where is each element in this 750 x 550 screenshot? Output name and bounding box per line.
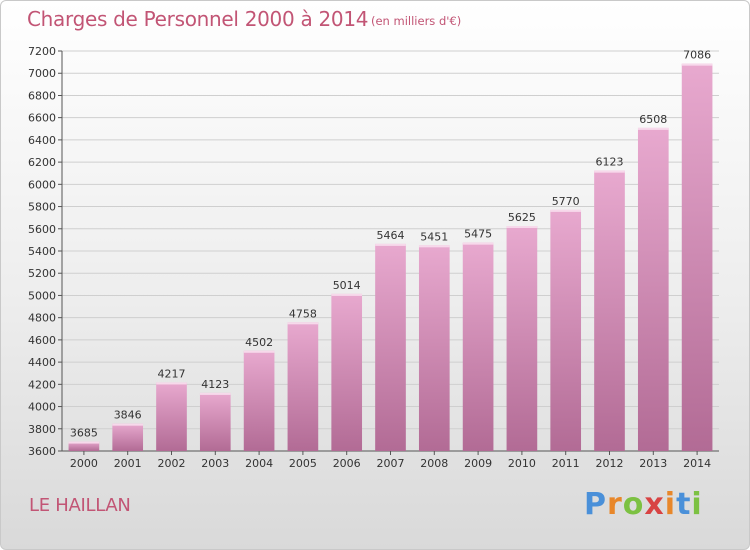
bar bbox=[156, 382, 187, 451]
y-tick-label: 3600 bbox=[28, 445, 56, 458]
bar bbox=[594, 170, 625, 451]
bar-value-label: 5451 bbox=[420, 230, 448, 243]
y-tick-label: 6000 bbox=[28, 178, 56, 191]
bar-value-label: 6123 bbox=[596, 156, 624, 169]
x-tick-label: 2009 bbox=[464, 457, 492, 470]
logo-letter: i bbox=[664, 487, 677, 522]
labels: 3685 2000 3846 2001 4217 2002 4123 2003 4502 2004… bbox=[70, 49, 711, 470]
x-tick-label: 2013 bbox=[639, 457, 667, 470]
bar-highlight bbox=[462, 242, 494, 245]
x-tick-label: 2000 bbox=[70, 457, 98, 470]
bar bbox=[243, 350, 275, 451]
x-tick-label: 2011 bbox=[552, 457, 580, 470]
x-tick-label: 2014 bbox=[683, 457, 711, 470]
bar-value-label: 7086 bbox=[683, 49, 711, 62]
bar-highlight bbox=[681, 63, 713, 66]
bar bbox=[550, 209, 582, 451]
x-tick-label: 2004 bbox=[245, 457, 273, 470]
x-tick-label: 2010 bbox=[508, 457, 536, 470]
bar-highlight bbox=[550, 209, 582, 212]
bar-value-label: 5014 bbox=[333, 279, 361, 292]
y-tick-label: 4200 bbox=[28, 378, 56, 391]
logo-letter: r bbox=[607, 487, 623, 522]
y-tick-label: 6600 bbox=[28, 112, 56, 125]
y-tick-label: 5200 bbox=[28, 267, 56, 280]
x-tick-label: 2005 bbox=[289, 457, 317, 470]
bar-value-label: 6508 bbox=[639, 113, 667, 126]
bar-highlight bbox=[112, 423, 144, 426]
bar-value-label: 4123 bbox=[201, 378, 229, 391]
x-tick-label: 2001 bbox=[114, 457, 142, 470]
bar bbox=[331, 293, 363, 451]
bar-highlight bbox=[287, 322, 319, 325]
bar-value-label: 5625 bbox=[508, 211, 536, 224]
logo-letter: t bbox=[676, 487, 692, 522]
y-tick-label: 7200 bbox=[28, 45, 56, 58]
chart-subtitle: (en milliers d'€) bbox=[371, 14, 462, 28]
bar bbox=[637, 127, 669, 451]
y-tick-label: 4600 bbox=[28, 334, 56, 347]
bar-value-label: 4502 bbox=[245, 336, 273, 349]
x-tick-label: 2012 bbox=[596, 457, 624, 470]
bar-highlight bbox=[243, 350, 275, 353]
axes: 3600 3800 4000 4200 4400 4600 4800 5000 5200 5400… bbox=[28, 45, 719, 458]
bar-highlight bbox=[156, 382, 187, 385]
logo-letter: P bbox=[584, 487, 607, 522]
bar bbox=[112, 423, 144, 451]
bar-highlight bbox=[375, 243, 406, 246]
y-tick-label: 4000 bbox=[28, 401, 56, 414]
logo-letter: x bbox=[644, 487, 665, 522]
y-tick-label: 3800 bbox=[28, 423, 56, 436]
x-tick-label: 2002 bbox=[158, 457, 186, 470]
bar-highlight bbox=[418, 245, 450, 248]
x-tick-label: 2008 bbox=[420, 457, 448, 470]
bar bbox=[199, 392, 231, 451]
bar-highlight bbox=[331, 293, 363, 296]
y-tick-label: 7000 bbox=[28, 67, 56, 80]
x-tick-label: 2003 bbox=[201, 457, 229, 470]
logo-letter: i bbox=[691, 487, 703, 522]
x-tick-label: 2006 bbox=[333, 457, 361, 470]
bar-highlight bbox=[594, 170, 625, 173]
bar bbox=[681, 63, 713, 452]
bar bbox=[462, 242, 494, 451]
bar-value-label: 5770 bbox=[552, 195, 580, 208]
y-tick-label: 5400 bbox=[28, 245, 56, 258]
bar-highlight bbox=[506, 226, 538, 228]
y-tick-label: 6200 bbox=[28, 156, 56, 169]
bar bbox=[506, 226, 538, 451]
y-tick-label: 6800 bbox=[28, 89, 56, 102]
bar bbox=[287, 322, 319, 451]
y-tick-label: 5000 bbox=[28, 289, 56, 302]
bar-highlight bbox=[199, 392, 231, 395]
proxiti-logo: Proxiti bbox=[584, 487, 703, 522]
y-tick-label: 6400 bbox=[28, 134, 56, 147]
city-name: LE HAILLAN bbox=[29, 495, 131, 516]
y-tick-label: 4400 bbox=[28, 356, 56, 369]
bar-highlight bbox=[68, 441, 100, 444]
bar-value-label: 4758 bbox=[289, 307, 317, 320]
y-tick-label: 5800 bbox=[28, 201, 56, 214]
logo-letter: o bbox=[622, 487, 645, 522]
bar bbox=[68, 441, 100, 451]
bars bbox=[68, 63, 713, 452]
y-tick-label: 4800 bbox=[28, 312, 56, 325]
bar bbox=[375, 243, 406, 451]
y-tick-label: 5600 bbox=[28, 223, 56, 236]
bar-highlight bbox=[637, 127, 669, 130]
bar-value-label: 3685 bbox=[70, 427, 98, 440]
x-tick-label: 2007 bbox=[377, 457, 405, 470]
bar bbox=[418, 245, 450, 451]
bar-value-label: 3846 bbox=[114, 409, 142, 422]
bar-value-label: 5464 bbox=[377, 229, 405, 242]
bar-value-label: 4217 bbox=[158, 367, 186, 380]
chart-title: Charges de Personnel 2000 à 2014 bbox=[27, 7, 369, 31]
bar-value-label: 5475 bbox=[464, 228, 492, 241]
